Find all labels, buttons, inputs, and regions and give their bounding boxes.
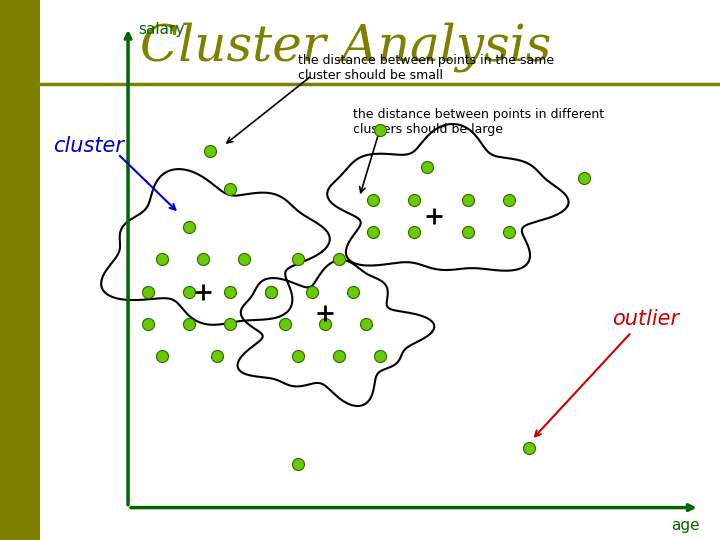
Point [265,287,276,296]
Point [184,222,195,231]
Text: salary: salary [138,22,184,37]
Point [347,287,359,296]
Point [211,352,222,361]
Point [306,287,318,296]
Point [204,147,215,156]
Text: age: age [671,518,700,534]
Point [143,287,154,296]
Point [367,228,379,237]
Point [361,320,372,328]
Point [265,287,276,296]
Point [523,444,535,453]
Point [184,287,195,296]
Point [503,228,515,237]
Point [225,320,236,328]
Text: Cluster Analysis: Cluster Analysis [140,22,552,72]
Point [503,195,515,204]
Point [422,163,433,172]
Point [292,352,304,361]
Point [225,185,236,193]
Point [367,195,379,204]
Point [292,460,304,469]
Point [408,228,420,237]
Text: outlier: outlier [612,308,679,329]
Point [238,255,249,264]
Point [197,255,209,264]
Point [374,125,386,134]
Point [578,174,590,183]
Point [143,320,154,328]
Point [408,195,420,204]
Point [225,287,236,296]
Point [333,352,345,361]
Point [320,320,331,328]
Point [279,320,290,328]
Point [156,255,168,264]
Point [292,255,304,264]
Text: cluster: cluster [53,136,125,156]
Point [333,255,345,264]
Point [184,320,195,328]
Point [462,228,474,237]
Point [374,352,386,361]
Text: the distance between points in different
clusters should be large: the distance between points in different… [353,108,603,136]
Text: the distance between points in the same
cluster should be small: the distance between points in the same … [298,54,554,82]
Point [462,195,474,204]
Point [156,352,168,361]
